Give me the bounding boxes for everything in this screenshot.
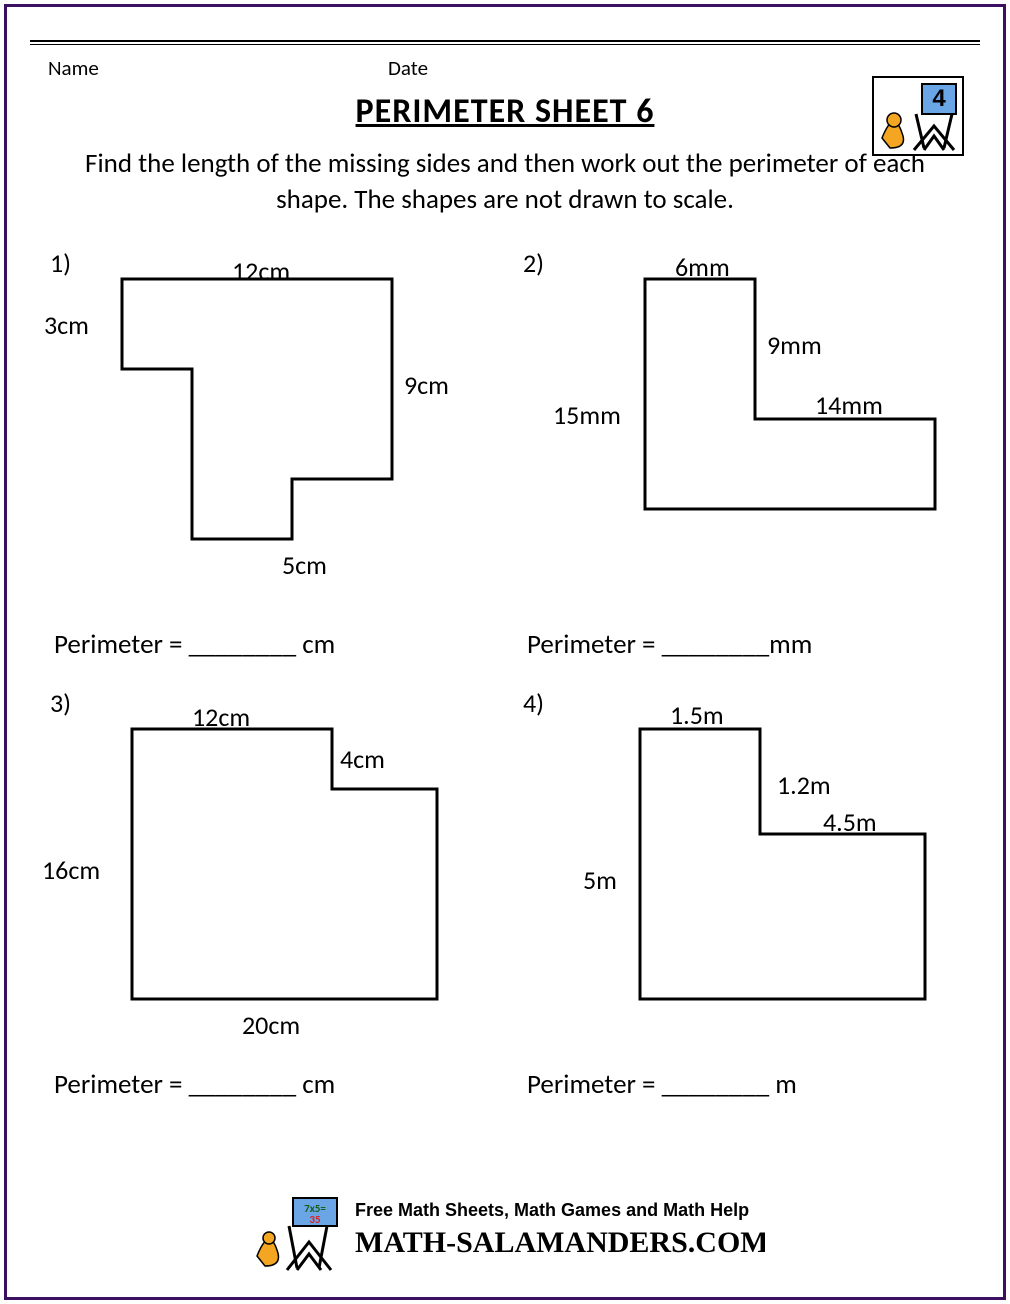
measurement-label: 1.2m	[777, 769, 831, 801]
problem-shape	[505, 689, 975, 1049]
perimeter-answer-line: Perimeter = ________ cm	[54, 628, 335, 661]
measurement-label: 9cm	[404, 369, 449, 401]
problem-cell-1: 1)12cm3cm9cm5cmPerimeter = ________ cm	[32, 229, 505, 669]
measurement-label: 5m	[583, 864, 617, 896]
header-row: Name Date	[12, 45, 998, 81]
measurement-label: 9mm	[767, 329, 822, 361]
worksheet-page: Name Date 4 PERIMETER SHEET 6 Find the l…	[12, 12, 998, 1292]
grade-badge: 4	[872, 76, 964, 156]
footer: 7x5= 35 Free Math Sheets, Math Games and…	[12, 1188, 998, 1278]
header-rule-thick	[30, 40, 980, 42]
footer-logo: 7x5= 35 Free Math Sheets, Math Games and…	[245, 1188, 765, 1278]
measurement-label: 5cm	[282, 549, 327, 581]
worksheet-title: PERIMETER SHEET 6	[12, 91, 998, 132]
footer-sitename: MATH-SALAMANDERS.COM	[355, 1226, 765, 1259]
measurement-label: 4cm	[340, 743, 385, 775]
measurement-label: 12cm	[232, 255, 290, 287]
problem-cell-3: 3)12cm4cm16cm20cmPerimeter = ________ cm	[32, 669, 505, 1109]
perimeter-answer-line: Perimeter = ________ cm	[54, 1068, 335, 1101]
problems-grid: 1)12cm3cm9cm5cmPerimeter = ________ cm2)…	[12, 225, 998, 1109]
measurement-label: 14mm	[815, 389, 883, 421]
perimeter-answer-line: Perimeter = ________mm	[527, 628, 812, 661]
measurement-label: 20cm	[242, 1009, 300, 1041]
measurement-label: 15mm	[553, 399, 621, 431]
measurement-label: 16cm	[42, 854, 100, 886]
measurement-label: 12cm	[192, 701, 250, 733]
perimeter-answer-line: Perimeter = ________ m	[527, 1068, 797, 1101]
problem-shape	[32, 249, 502, 609]
svg-text:35: 35	[309, 1213, 321, 1226]
problem-shape	[32, 689, 502, 1049]
grade-number: 4	[932, 85, 946, 112]
instructions-text: Find the length of the missing sides and…	[12, 132, 998, 225]
salamander-icon: 4	[874, 78, 962, 154]
problem-cell-4: 4)1.5m1.2m4.5m5mPerimeter = ________ m	[505, 669, 978, 1109]
measurement-label: 1.5m	[670, 699, 724, 731]
measurement-label: 4.5m	[823, 806, 877, 838]
footer-tagline: Free Math Sheets, Math Games and Math He…	[355, 1200, 749, 1220]
name-label: Name	[48, 55, 388, 81]
measurement-label: 3cm	[44, 309, 89, 341]
problem-cell-2: 2)6mm9mm15mm14mmPerimeter = ________mm	[505, 229, 978, 669]
measurement-label: 6mm	[675, 251, 730, 283]
